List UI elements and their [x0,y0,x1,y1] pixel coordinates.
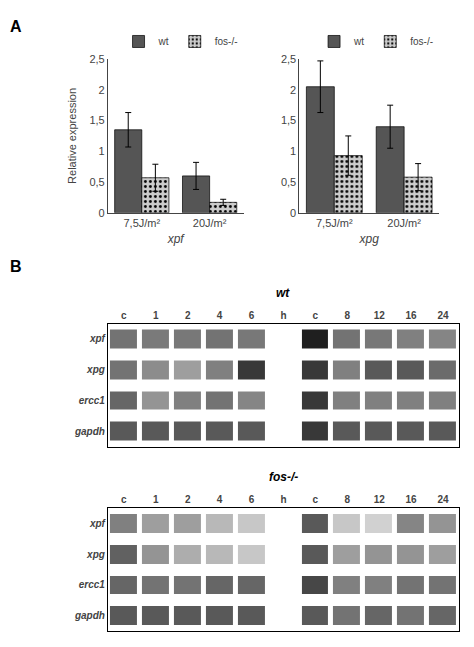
svg-text:0: 0 [290,207,296,219]
svg-text:1,5: 1,5 [281,114,296,126]
svg-text:h: h [280,310,286,321]
svg-text:2: 2 [99,84,105,96]
svg-text:12: 12 [374,310,386,321]
svg-text:6: 6 [249,310,255,321]
svg-text:0,5: 0,5 [281,176,296,188]
svg-text:24: 24 [437,494,449,505]
svg-text:1: 1 [290,145,296,157]
svg-text:8: 8 [344,494,350,505]
svg-text:1: 1 [153,310,159,321]
svg-text:fos-/-: fos-/- [410,36,433,47]
svg-text:8: 8 [344,310,350,321]
svg-text:2,5: 2,5 [281,53,296,65]
svg-text:4: 4 [217,494,223,505]
svg-text:h: h [280,494,286,505]
svg-text:wt: wt [353,36,364,47]
svg-text:20J/m²: 20J/m² [387,217,421,229]
svg-text:2,5: 2,5 [89,53,104,65]
svg-text:4: 4 [217,310,223,321]
svg-text:12: 12 [374,494,386,505]
svg-text:xpf: xpf [89,518,107,529]
svg-text:fos-/-: fos-/- [269,470,298,484]
svg-text:16: 16 [406,310,418,321]
svg-text:1: 1 [99,145,105,157]
svg-text:c: c [121,310,127,321]
svg-text:xpg: xpg [359,232,380,246]
svg-text:20J/m²: 20J/m² [193,217,227,229]
svg-text:0,5: 0,5 [89,176,104,188]
svg-text:16: 16 [406,494,418,505]
svg-text:wt: wt [276,286,290,300]
svg-text:1: 1 [153,494,159,505]
svg-text:7,5J/m²: 7,5J/m² [316,217,353,229]
svg-text:Relative expression: Relative expression [66,88,78,184]
svg-text:c: c [313,494,319,505]
svg-text:xpf: xpf [89,333,107,344]
svg-text:c: c [313,310,319,321]
svg-text:2: 2 [290,84,296,96]
svg-text:xpg: xpg [86,364,105,375]
svg-text:0: 0 [99,207,105,219]
svg-text:1,5: 1,5 [89,114,104,126]
svg-text:2: 2 [185,310,191,321]
svg-text:A: A [10,18,22,35]
svg-text:6: 6 [249,494,255,505]
svg-text:fos-/-: fos-/- [215,36,238,47]
svg-text:xpf: xpf [167,232,186,246]
svg-text:gapdh: gapdh [74,426,105,437]
svg-text:gapdh: gapdh [74,610,105,621]
svg-text:c: c [121,494,127,505]
svg-text:B: B [10,258,22,275]
svg-text:7,5J/m²: 7,5J/m² [123,217,160,229]
svg-text:xpg: xpg [86,549,105,560]
svg-text:24: 24 [437,310,449,321]
svg-text:wt: wt [158,36,169,47]
svg-text:ercc1: ercc1 [79,395,106,406]
svg-text:2: 2 [185,494,191,505]
svg-text:ercc1: ercc1 [79,579,106,590]
